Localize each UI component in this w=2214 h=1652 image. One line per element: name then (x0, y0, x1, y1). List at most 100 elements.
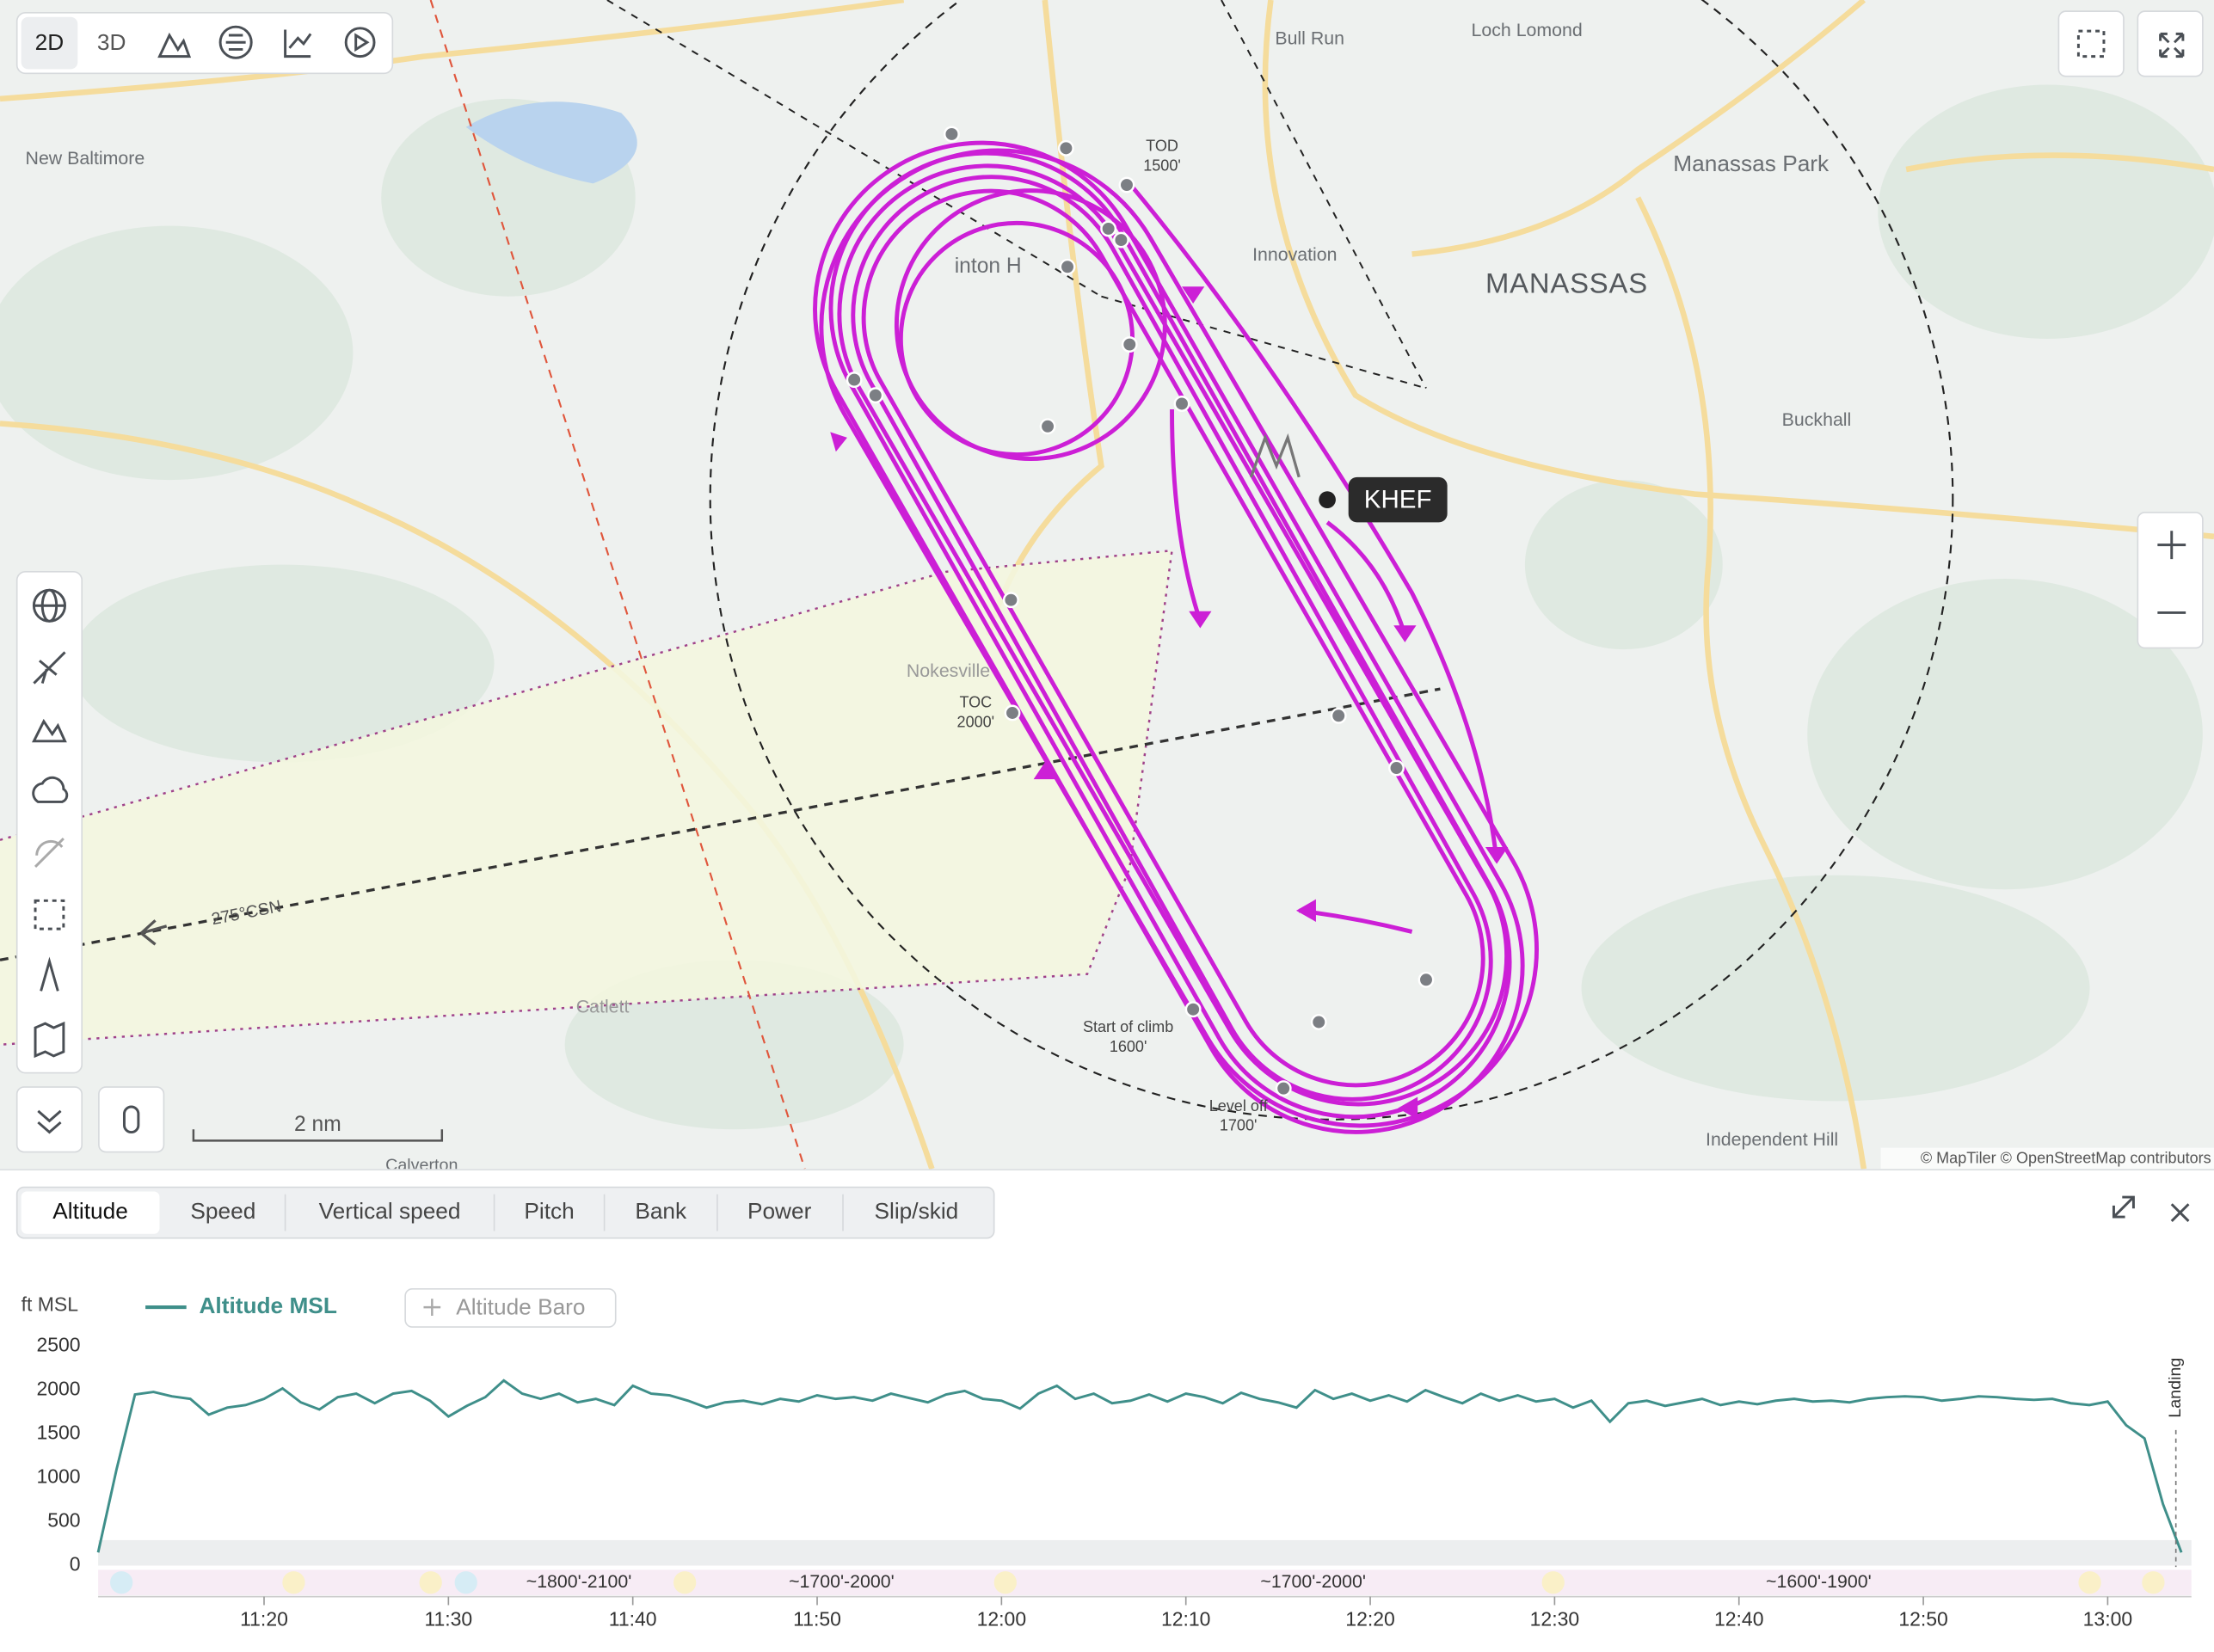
fullscreen-icon[interactable] (2159, 32, 2185, 58)
map: 275°CSN KHEF Bull Run Loch Lomond New Ba… (0, 0, 2214, 1170)
event-label: Landing (2166, 1358, 2185, 1418)
attribution-bg (1880, 1147, 2214, 1170)
airspace (0, 550, 1172, 1045)
phase-dot (1541, 1571, 1565, 1594)
phase-strip (98, 1569, 2192, 1595)
place-label: Calverton (385, 1156, 458, 1169)
x-tick-label: 12:20 (1345, 1608, 1394, 1631)
x-tick-label: 12:00 (977, 1608, 1026, 1631)
toolbar-icons[interactable] (157, 25, 376, 59)
add-series-button[interactable] (404, 1287, 617, 1328)
boundary-line (429, 0, 806, 1170)
place-label: Buckhall (1782, 409, 1852, 430)
roads (0, 0, 2214, 1170)
airport-badge[interactable] (1348, 476, 1448, 523)
phase-dot (419, 1571, 442, 1594)
tab[interactable]: Pitch (524, 1198, 574, 1224)
scale-bar (192, 1129, 444, 1142)
range-label: ~1700'-2000' (1260, 1571, 1366, 1592)
y-tick-label: 2000 (36, 1378, 80, 1400)
chart-panel: Altitude Speed Vertical speed Pitch Bank Powe… (0, 1169, 2214, 1631)
mode-button[interactable]: 2D (35, 29, 65, 55)
close-icon[interactable] (2170, 1203, 2190, 1223)
place-label: Independent Hill (1706, 1129, 1838, 1150)
phase-dot (2142, 1571, 2165, 1594)
phase-dot (2078, 1571, 2101, 1594)
marker-altitude: 1700' (1220, 1117, 1258, 1134)
sector-lines (606, 0, 1427, 390)
place-label: Manassas Park (1673, 150, 1830, 176)
zoom-in[interactable] (2157, 531, 2186, 560)
place-label: Loch Lomond (1472, 20, 1583, 40)
fullscreen-button[interactable] (2137, 10, 2204, 77)
y-axis-label: ft MSL (22, 1293, 79, 1316)
lake (465, 101, 637, 184)
course-arrow (140, 919, 168, 946)
altitude-chart: ft MSL Altitude MSL Altitude Baro 0 500 1000 1… (22, 1287, 2192, 1631)
x-tick-label: 12:40 (1714, 1608, 1763, 1631)
place-label: Nokesville (907, 660, 990, 681)
orientation-button[interactable] (98, 1086, 165, 1153)
y-tick-label: 1000 (36, 1465, 80, 1488)
range-label: ~1700'-2000' (789, 1571, 895, 1592)
x-tick-label: 11:20 (240, 1608, 288, 1631)
phase-dot (282, 1571, 305, 1594)
place-label: Bull Run (1275, 28, 1344, 49)
altitude-line (96, 1379, 2183, 1553)
place-label: New Baltimore (26, 148, 145, 169)
mode-button-active[interactable] (21, 16, 78, 70)
tab[interactable]: Power (747, 1198, 812, 1224)
expand-icon[interactable] (2112, 1195, 2135, 1219)
x-tick-label: 11:30 (424, 1608, 472, 1631)
scale-label: 2 nm (294, 1113, 341, 1136)
marker-label: TOD (1146, 137, 1178, 154)
marker-label: Level off (1209, 1097, 1269, 1115)
track-arrows (830, 286, 1509, 1120)
tab[interactable]: Bank (635, 1198, 687, 1224)
add-series-label[interactable]: Altitude Baro (456, 1294, 585, 1320)
orientation-icon[interactable] (122, 1105, 140, 1134)
place-label: Catlett (576, 997, 630, 1017)
airport-symbol (1249, 433, 1301, 478)
airport-label[interactable]: KHEF (1364, 486, 1432, 514)
airport-dot[interactable] (1319, 491, 1336, 508)
y-tick-label: 2500 (36, 1334, 80, 1356)
tab[interactable]: Vertical speed (319, 1198, 461, 1224)
range-label: ~1800'-2100' (526, 1571, 632, 1592)
marker-altitude: 1600' (1110, 1038, 1147, 1055)
legend-label[interactable]: Altitude MSL (199, 1293, 336, 1318)
marker-label: Start of climb (1083, 1018, 1173, 1035)
x-tick-label: 12:30 (1530, 1608, 1579, 1631)
y-tick-label: 1500 (36, 1422, 80, 1444)
marker-altitude: 1500' (1143, 157, 1181, 174)
place-label: MANASSAS (1485, 267, 1648, 298)
tab-active[interactable] (21, 1191, 160, 1234)
range-label: ~1600'-1900' (1766, 1571, 1872, 1592)
collapse-icon[interactable] (37, 1109, 62, 1134)
noise-band (98, 1539, 2192, 1566)
course-line (0, 687, 1441, 961)
select-button[interactable] (2057, 10, 2125, 77)
layer-toolbar (15, 571, 83, 1074)
zoom-control (2137, 512, 2204, 649)
view-toolbar (15, 11, 394, 75)
layer-icons[interactable] (32, 588, 69, 1059)
x-tick-label: 12:10 (1161, 1608, 1210, 1631)
place-label: inton H (955, 255, 1022, 278)
attribution: © MapTiler © OpenStreetMap contributors (1921, 1150, 2211, 1167)
y-tick-label: 0 (70, 1553, 81, 1575)
marker-label: TOC (959, 693, 992, 710)
tab-bar (15, 1186, 995, 1239)
tab[interactable]: Speed (190, 1198, 255, 1224)
tab[interactable]: Altitude (52, 1198, 128, 1224)
mode-button[interactable]: 3D (97, 29, 126, 55)
marker-altitude: 2000' (957, 713, 995, 730)
phase-dot (110, 1571, 133, 1594)
add-icon[interactable] (423, 1299, 441, 1316)
place-label: Innovation (1252, 244, 1337, 265)
tab[interactable]: Slip/skid (875, 1198, 959, 1224)
x-tick-label: 12:50 (1898, 1608, 1947, 1631)
phase-dot (454, 1571, 477, 1594)
